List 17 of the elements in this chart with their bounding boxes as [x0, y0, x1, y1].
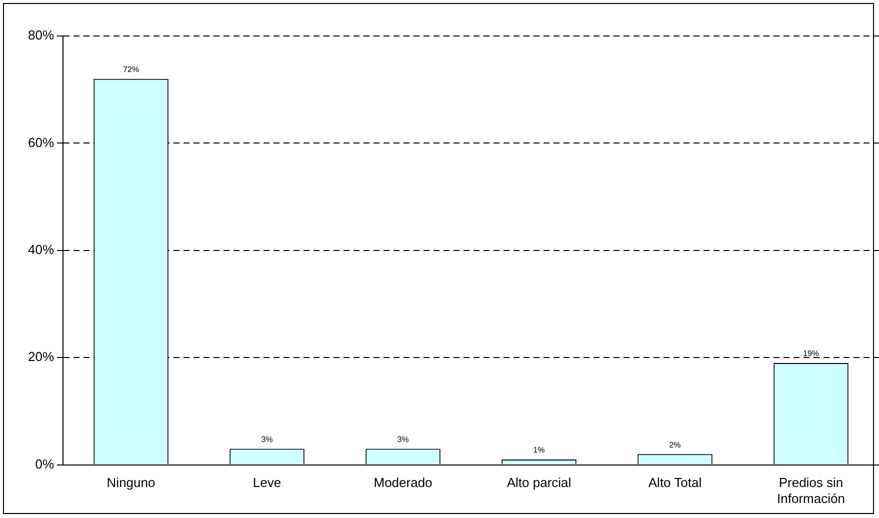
data-label: 2% [669, 440, 681, 450]
x-tick-label: Alto parcial [506, 475, 572, 490]
data-label: 1% [533, 446, 545, 455]
x-tick-label: Alto Total [648, 475, 702, 490]
x-tick-label: Predios sin Información [777, 475, 845, 506]
x-tick-label: Leve [252, 475, 282, 490]
data-label: 19% [802, 349, 820, 358]
y-tick-label: 40% [28, 242, 54, 257]
data-label: 3% [397, 434, 409, 444]
data-label: 3% [261, 434, 273, 444]
y-tick-label: 60% [28, 134, 54, 150]
x-tick-label: Ninguno [106, 475, 156, 490]
y-tick-label: 0% [35, 456, 54, 472]
data-label: 72% [123, 65, 140, 74]
x-tick-label: Moderado [374, 475, 432, 490]
y-tick-label: 20% [28, 349, 54, 364]
y-tick-label: 80% [28, 28, 54, 43]
